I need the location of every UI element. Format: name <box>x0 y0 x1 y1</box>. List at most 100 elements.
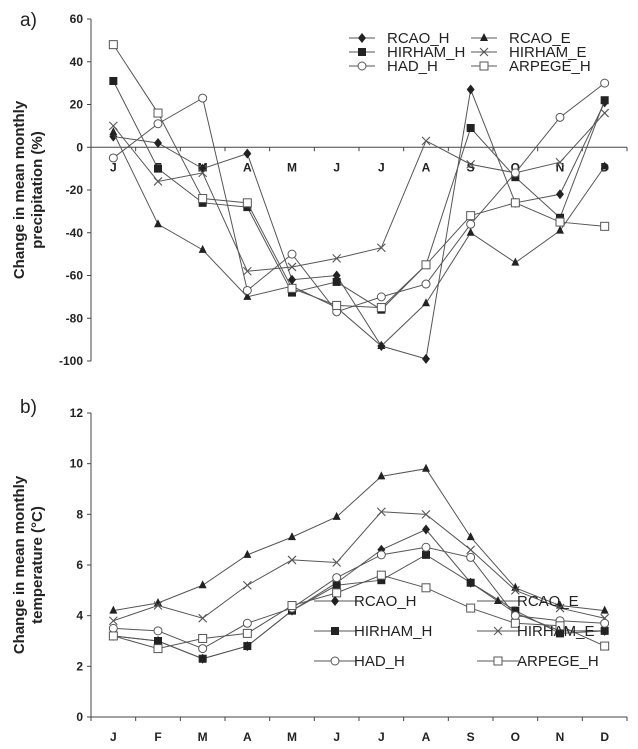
data-point <box>466 219 476 229</box>
legend-marker <box>358 48 366 56</box>
y-tick-label: 2 <box>76 659 83 673</box>
series-line <box>112 112 606 272</box>
data-point <box>422 353 430 364</box>
legend-marker <box>494 596 502 604</box>
series-arpege-h <box>108 40 610 313</box>
precipitation-panel: a)-100-80-60-40-200204060JFMAMJJASONDCha… <box>11 10 628 368</box>
data-point <box>332 581 341 590</box>
series-arpege-h <box>108 570 610 654</box>
series-hirham-h <box>109 76 609 314</box>
legend-label: HAD_H <box>387 58 438 75</box>
y-tick-label: 8 <box>76 507 83 521</box>
data-point <box>198 644 208 654</box>
x-tick-label: O <box>511 160 520 174</box>
legend-item: HAD_H <box>314 653 405 670</box>
data-point <box>198 580 207 589</box>
series-line <box>113 574 605 650</box>
x-tick-label: O <box>511 730 520 744</box>
series-line <box>112 44 605 309</box>
data-point <box>198 613 208 623</box>
legend-label: HIRHAM_H <box>387 44 465 61</box>
data-point <box>154 219 162 228</box>
legend-marker <box>480 33 488 41</box>
data-point <box>555 217 565 227</box>
x-tick-label: S <box>467 730 475 744</box>
data-point <box>556 225 564 234</box>
data-point <box>421 542 431 552</box>
data-point <box>555 157 565 167</box>
legend-marker <box>331 596 339 606</box>
legend-marker <box>330 656 340 666</box>
y-tick-label: 40 <box>70 55 84 69</box>
legend-marker <box>493 656 503 666</box>
x-tick-label: N <box>556 730 565 744</box>
y-tick-label: -60 <box>66 269 84 283</box>
data-point <box>154 137 162 148</box>
series-line <box>112 80 606 311</box>
y-tick-label: -20 <box>66 183 84 197</box>
x-tick-label: M <box>198 730 208 744</box>
data-point <box>108 631 118 641</box>
data-point <box>466 545 476 555</box>
data-point <box>600 626 609 635</box>
data-point <box>511 606 520 615</box>
x-tick-label: J <box>110 160 117 174</box>
legend-label: RCAO_E <box>517 593 579 610</box>
data-point <box>422 524 430 535</box>
series-had-h <box>108 78 610 317</box>
y-tick-label: 0 <box>76 140 83 154</box>
legend: RCAO_H RCAO_E HIRHAM_H HIRHAM_E HAD_H ARPEGE_… <box>349 30 591 75</box>
data-point <box>108 153 118 163</box>
data-point <box>600 605 609 614</box>
data-point <box>108 40 118 50</box>
y-axis-label-line: precipitation (%) <box>29 131 46 249</box>
legend-label: HAD_H <box>354 653 405 670</box>
x-tick-label: A <box>422 730 431 744</box>
data-point <box>332 558 342 567</box>
data-point <box>242 628 252 638</box>
legend-item: HIRHAM_H <box>314 623 432 640</box>
data-point <box>198 654 207 663</box>
data-point <box>287 262 297 272</box>
series-line <box>113 511 605 622</box>
data-point <box>421 279 431 289</box>
data-point <box>422 463 430 472</box>
x-tick-label: M <box>287 730 297 744</box>
data-point <box>198 93 208 103</box>
series-line <box>113 87 606 360</box>
data-point <box>511 257 520 266</box>
data-point <box>153 177 163 186</box>
y-tick-label: 12 <box>70 406 84 420</box>
x-tick-label: J <box>378 730 385 744</box>
x-tick-label: A <box>422 160 431 174</box>
legend-marker <box>493 626 503 636</box>
data-point <box>198 168 208 178</box>
y-tick-label: 60 <box>70 12 84 26</box>
data-point <box>242 285 252 295</box>
data-point <box>153 601 163 610</box>
data-point <box>242 618 252 628</box>
x-tick-label: A <box>243 730 252 744</box>
data-point <box>510 618 520 628</box>
legend-label: HIRHAM_E <box>509 44 587 61</box>
data-point <box>287 249 297 259</box>
data-point <box>421 136 431 146</box>
data-point <box>422 298 430 307</box>
data-point <box>153 644 163 654</box>
data-point <box>376 550 386 560</box>
data-point <box>466 227 475 236</box>
y-axis-label-line: Change in mean monthly <box>11 100 28 279</box>
legend-item: HIRHAM_E <box>471 44 587 61</box>
data-point <box>600 108 610 118</box>
legend-item: HAD_H <box>349 58 438 75</box>
data-point <box>466 84 475 95</box>
data-point <box>466 124 475 133</box>
y-tick-label: -80 <box>66 311 84 325</box>
data-point <box>198 633 208 643</box>
data-point <box>242 580 252 590</box>
series-line <box>113 82 605 313</box>
data-point <box>153 108 163 118</box>
data-point <box>377 576 386 585</box>
data-point <box>108 623 118 633</box>
y-tick-label: 10 <box>70 457 84 471</box>
